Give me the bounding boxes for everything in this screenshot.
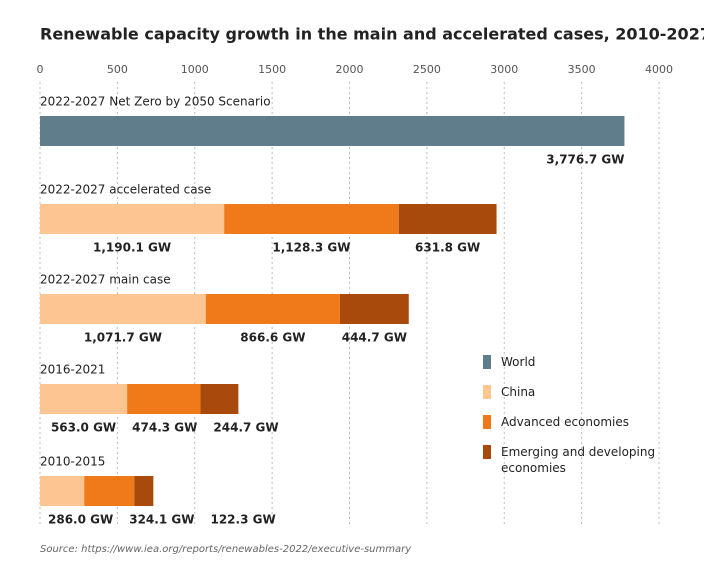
bar-segment: [339, 294, 409, 324]
value-label: 1,190.1 GW: [93, 241, 171, 255]
legend-swatch: [483, 385, 491, 399]
value-label: 631.8 GW: [415, 241, 480, 255]
x-tick-label: 500: [107, 63, 128, 76]
value-label: 324.1 GW: [129, 513, 194, 527]
source: Source: https://www.iea.org/reports/rene…: [40, 544, 412, 555]
x-tick-label: 2500: [413, 63, 441, 76]
legend-item: World: [483, 354, 683, 370]
x-tick-label: 2000: [336, 63, 364, 76]
legend-item: China: [483, 384, 683, 400]
x-tick-label: 1000: [181, 63, 209, 76]
category-label: 2022-2027 accelerated case: [40, 183, 211, 197]
value-label: 3,776.7 GW: [546, 153, 624, 167]
bar-segment: [205, 294, 340, 324]
legend-label: Emerging and developing economies: [501, 445, 656, 475]
legend-label: China: [501, 385, 536, 399]
value-label: 1,128.3 GW: [272, 241, 350, 255]
category-label: 2010-2015: [40, 455, 105, 469]
legend: World China Advanced economies Emerging and…: [483, 354, 683, 490]
value-label: 122.3 GW: [210, 513, 275, 527]
legend-label: World: [501, 355, 536, 369]
x-tick-label: 3000: [490, 63, 518, 76]
chart-title: Renewable capacity growth in the main an…: [40, 25, 704, 44]
legend-item: Emerging and developing economies: [483, 444, 683, 476]
value-label: 286.0 GW: [48, 513, 113, 527]
bar-segment: [40, 476, 85, 506]
legend-swatch: [483, 415, 491, 429]
value-label: 474.3 GW: [132, 421, 197, 435]
bar-segment: [398, 204, 497, 234]
bar-segment: [200, 384, 239, 414]
bar-segment: [40, 294, 206, 324]
legend-swatch: [483, 445, 491, 459]
legend-swatch: [483, 355, 491, 369]
category-label: 2022-2027 main case: [40, 273, 171, 287]
x-tick-label: 4000: [645, 63, 673, 76]
value-label: 866.6 GW: [240, 331, 305, 345]
x-tick-label: 1500: [258, 63, 286, 76]
bar-segment: [40, 116, 625, 146]
bar-segment: [84, 476, 135, 506]
category-label: 2016-2021: [40, 363, 105, 377]
legend-item: Advanced economies: [483, 414, 683, 430]
bar-segment: [40, 204, 225, 234]
legend-label: Advanced economies: [501, 415, 630, 429]
value-label: 244.7 GW: [213, 421, 278, 435]
x-tick-label: 0: [37, 63, 44, 76]
bar-segment: [224, 204, 399, 234]
category-label: 2022-2027 Net Zero by 2050 Scenario: [40, 95, 271, 109]
value-label: 444.7 GW: [342, 331, 407, 345]
value-label: 563.0 GW: [51, 421, 116, 435]
value-label: 1,071.7 GW: [84, 331, 162, 345]
bar-segment: [127, 384, 201, 414]
bar-segment: [40, 384, 128, 414]
bar-segment: [134, 476, 154, 506]
x-tick-label: 3500: [568, 63, 596, 76]
